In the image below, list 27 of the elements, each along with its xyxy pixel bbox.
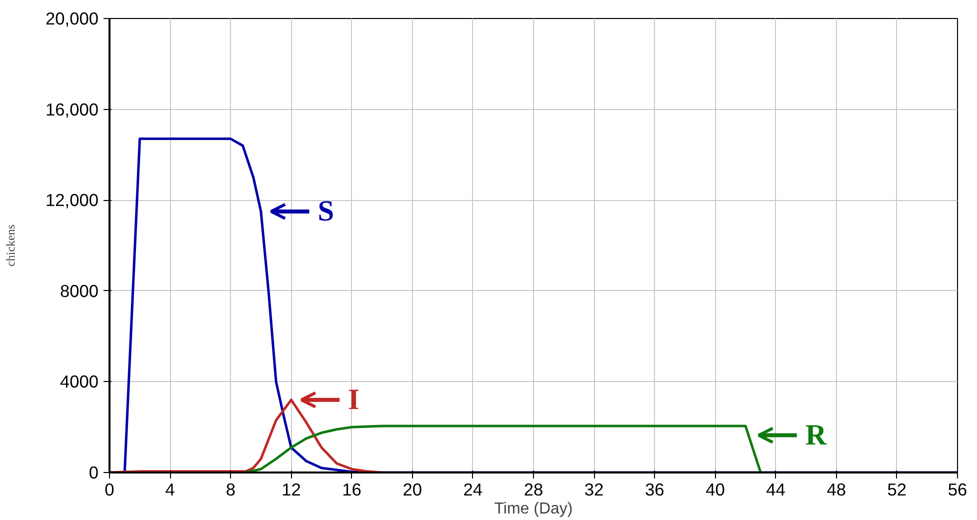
y-tick-label: 16,000 <box>46 99 98 120</box>
x-axis-title: Time (Day) <box>494 500 573 518</box>
x-tick-label: 56 <box>948 480 968 500</box>
x-tick-label: 0 <box>104 480 114 500</box>
y-tick-label: 12,000 <box>46 190 98 210</box>
y-tick-label: 4000 <box>60 372 99 392</box>
x-tick-label: 12 <box>282 480 301 500</box>
annotation: I <box>348 384 360 416</box>
annotation: S <box>318 195 334 228</box>
annotation: R <box>805 419 828 452</box>
x-tick-label: 16 <box>342 480 362 500</box>
y-tick-label: 20,000 <box>46 8 98 28</box>
x-tick-label: 52 <box>887 480 907 500</box>
x-tick-label: 32 <box>584 480 604 500</box>
y-tick-label: 8000 <box>60 280 99 301</box>
x-tick-label: 20 <box>402 480 422 500</box>
x-tick-label: 28 <box>524 480 544 500</box>
line-series <box>244 424 762 472</box>
x-tick-label: 24 <box>463 480 483 500</box>
x-tick-label: 48 <box>826 480 846 500</box>
x-tick-label: 36 <box>645 480 664 500</box>
y-tick-label: 0 <box>88 462 99 482</box>
x-tick-label: 44 <box>766 480 786 500</box>
y-axis-title: chickens <box>4 224 18 266</box>
x-tick-label: 4 <box>165 480 176 500</box>
x-tick-label: 40 <box>706 480 725 500</box>
x-tick-label: 8 <box>226 480 236 500</box>
